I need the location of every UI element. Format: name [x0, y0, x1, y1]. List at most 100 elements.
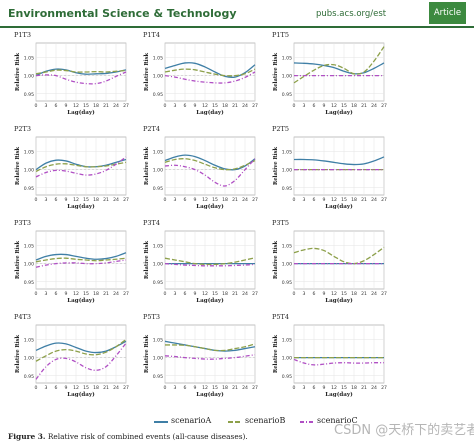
series-line-scenarioc [164, 71, 256, 84]
x-tick-label: 21 [103, 385, 109, 391]
x-tick-label: 21 [232, 291, 238, 297]
x-tick-label: 12 [73, 197, 79, 203]
x-tick-label: 15 [83, 385, 89, 391]
x-tick-label: 0 [164, 385, 167, 391]
series-line-scenariob [164, 343, 256, 352]
x-tick-label: 18 [93, 103, 99, 109]
legend-item-a: scenarioA [154, 416, 211, 425]
series-line-scenariob [35, 161, 127, 173]
series-line-scenariob [164, 68, 256, 77]
series-line-scenarioc [164, 158, 256, 187]
panel-title: P5T4 [272, 313, 289, 321]
y-tick-label: 1.00 [153, 168, 163, 174]
x-tick-label: 3 [174, 385, 177, 391]
x-tick-label: 12 [202, 385, 208, 391]
x-tick-label: 24 [242, 385, 248, 391]
y-tick-label: 1.05 [24, 338, 34, 344]
panel-p1t4: P1T4 0.95 1.00 1.05 0 3 6 9 12 15 18 21 24 27 Lag(day)… [143, 31, 258, 116]
x-tick-label: 18 [93, 385, 99, 391]
x-tick-label: 3 [303, 291, 306, 297]
x-axis-label: Lag(day) [67, 109, 95, 116]
x-tick-label: 15 [212, 385, 218, 391]
x-tick-label: 12 [73, 291, 79, 297]
caption-number: Figure 3. [8, 432, 46, 441]
y-tick-label: 1.00 [24, 262, 34, 268]
x-axis-label: Lag(day) [196, 297, 224, 304]
x-axis-label: Lag(day) [67, 391, 95, 398]
x-tick-label: 24 [113, 103, 119, 109]
plot-area [293, 324, 385, 384]
series-line-scenariob [164, 257, 256, 266]
panel-p2t3: P2T3 0.95 1.00 1.05 0 3 6 9 12 15 18 21 24 27 Lag(day)… [14, 125, 129, 210]
y-tick-label: 0.95 [153, 186, 163, 192]
x-tick-label: 24 [242, 291, 248, 297]
x-tick-label: 12 [331, 197, 337, 203]
panel-title: P4T3 [14, 313, 31, 321]
x-tick-label: 6 [313, 291, 316, 297]
y-tick-label: 0.95 [24, 92, 34, 98]
legend-item-b: scenarioB [228, 416, 285, 425]
x-tick-label: 15 [212, 291, 218, 297]
x-axis-label: Lag(day) [325, 109, 353, 116]
x-tick-label: 24 [371, 197, 377, 203]
panel-p1t3: P1T3 0.95 1.00 1.05 0 3 6 9 12 15 18 21 24 27 Lag(day)… [14, 31, 129, 116]
x-tick-label: 3 [174, 291, 177, 297]
x-tick-label: 27 [381, 103, 387, 109]
y-axis-label: Relative Risk [144, 240, 150, 279]
x-axis-label: Lag(day) [325, 297, 353, 304]
y-tick-label: 1.00 [282, 168, 292, 174]
x-tick-label: 3 [45, 385, 48, 391]
series-line-scenarioa [164, 62, 256, 78]
plot-area [35, 136, 127, 196]
article-badge: Article [429, 2, 466, 24]
y-tick-label: 1.05 [24, 150, 34, 156]
y-tick-label: 1.05 [153, 150, 163, 156]
plot-area [293, 136, 385, 196]
x-tick-label: 24 [113, 291, 119, 297]
series-line-scenariob [293, 46, 385, 84]
y-tick-label: 1.00 [153, 262, 163, 268]
x-tick-label: 21 [361, 197, 367, 203]
x-tick-label: 24 [113, 385, 119, 391]
series-line-scenarioc [35, 259, 127, 268]
x-tick-label: 0 [164, 291, 167, 297]
x-axis-label: Lag(day) [196, 391, 224, 398]
y-tick-label: 1.00 [153, 356, 163, 362]
x-tick-label: 21 [232, 197, 238, 203]
series-line-scenarioa [35, 68, 127, 77]
x-tick-label: 21 [232, 103, 238, 109]
x-tick-label: 27 [252, 197, 258, 203]
x-tick-label: 0 [293, 103, 296, 109]
x-tick-label: 27 [252, 385, 258, 391]
y-tick-label: 0.95 [24, 280, 34, 286]
x-tick-label: 6 [184, 291, 187, 297]
y-axis-label: Relative Risk [273, 334, 279, 373]
x-tick-label: 27 [252, 103, 258, 109]
x-tick-label: 21 [361, 103, 367, 109]
y-tick-label: 1.00 [282, 74, 292, 80]
legend-label-a: scenarioA [171, 416, 212, 425]
series-line-scenarioc [164, 354, 256, 360]
x-tick-label: 9 [65, 103, 68, 109]
x-tick-label: 21 [103, 291, 109, 297]
x-tick-label: 0 [293, 385, 296, 391]
x-tick-label: 27 [381, 291, 387, 297]
plot-area [293, 42, 385, 102]
x-tick-label: 0 [164, 197, 167, 203]
y-axis-label: Relative Risk [144, 334, 150, 373]
x-tick-label: 18 [351, 197, 357, 203]
figure-caption: Figure 3. Relative risk of combined even… [8, 432, 248, 441]
journal-url[interactable]: pubs.acs.org/est [316, 9, 387, 19]
x-tick-label: 21 [361, 291, 367, 297]
x-tick-label: 12 [331, 103, 337, 109]
figure-legend: scenarioA scenarioB scenarioC [154, 416, 358, 430]
x-tick-label: 21 [232, 385, 238, 391]
y-tick-label: 1.05 [153, 244, 163, 250]
x-tick-label: 24 [113, 197, 119, 203]
x-tick-label: 24 [242, 197, 248, 203]
x-tick-label: 0 [293, 197, 296, 203]
legend-item-c: scenarioC [300, 416, 358, 425]
x-tick-label: 21 [103, 103, 109, 109]
y-tick-label: 1.00 [282, 262, 292, 268]
x-tick-label: 27 [381, 197, 387, 203]
